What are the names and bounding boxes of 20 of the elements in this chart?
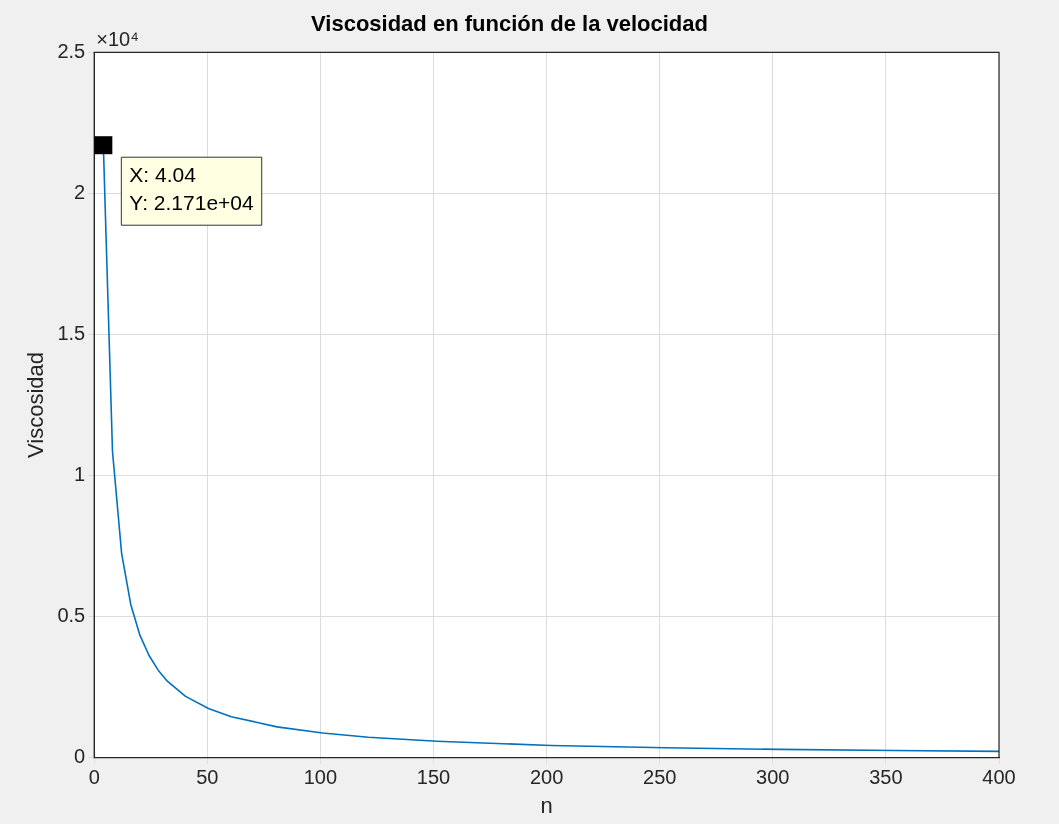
x-tick-label: 0 xyxy=(88,766,100,789)
x-tick-label: 200 xyxy=(529,766,564,789)
y-axis-title: Viscosidad xyxy=(23,352,49,458)
annotation: X: 4.04 Y: 2.171e+04 xyxy=(129,162,255,214)
x-tick-label: 400 xyxy=(982,766,1016,789)
x-tick-label: 250 xyxy=(643,766,677,789)
y-tick-label: 2.5 xyxy=(57,39,86,62)
y-tick-label: 1 xyxy=(74,463,86,486)
x-axis-title: n xyxy=(540,792,553,818)
y-tick-label: 2 xyxy=(74,180,86,203)
chart-title: Viscosidad en función de la velocidad xyxy=(311,11,708,37)
x-tick-label: 350 xyxy=(869,766,903,789)
x-tick-label: 50 xyxy=(196,766,219,789)
y-tick-label: 1.5 xyxy=(57,322,86,344)
text: ×10⁴ xyxy=(96,27,139,50)
y-tick-label: 0.5 xyxy=(57,604,86,627)
x-tick-label: 100 xyxy=(303,766,338,789)
x-tick-label: 150 xyxy=(416,766,451,789)
y-tick-label: 0 xyxy=(74,745,86,768)
x-tick-label: 300 xyxy=(756,766,790,789)
